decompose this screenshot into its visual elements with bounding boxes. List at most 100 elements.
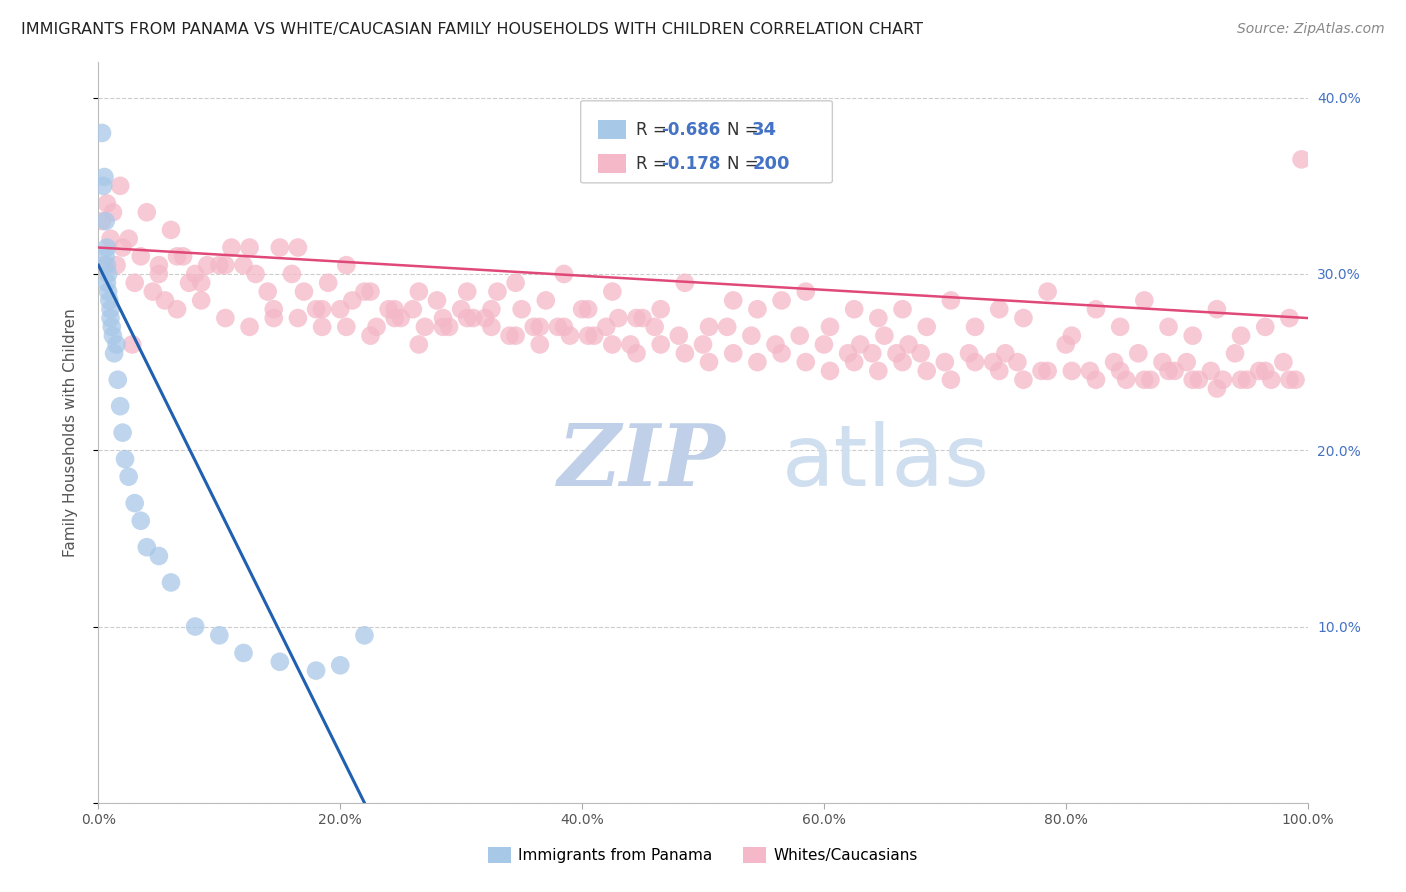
- Point: [263, 302, 285, 317]
- Point: [103, 346, 125, 360]
- Point: [1157, 319, 1180, 334]
- Point: [547, 319, 569, 334]
- Point: [1036, 364, 1059, 378]
- Point: [360, 328, 382, 343]
- Point: [98, 293, 121, 308]
- Point: [505, 276, 527, 290]
- Text: -0.178: -0.178: [661, 154, 720, 173]
- Point: [716, 319, 738, 334]
- Legend: Immigrants from Panama, Whites/Caucasians: Immigrants from Panama, Whites/Caucasian…: [482, 841, 924, 869]
- Point: [1139, 373, 1161, 387]
- Point: [184, 619, 207, 633]
- Point: [631, 311, 654, 326]
- Point: [965, 355, 987, 369]
- Point: [965, 319, 987, 334]
- Point: [114, 452, 136, 467]
- Point: [360, 285, 382, 299]
- Point: [981, 355, 1004, 369]
- Point: [108, 399, 131, 413]
- Point: [208, 628, 231, 642]
- Point: [245, 267, 267, 281]
- Point: [939, 373, 962, 387]
- Point: [994, 346, 1017, 360]
- Point: [723, 293, 745, 308]
- Point: [179, 276, 201, 290]
- Point: [868, 364, 890, 378]
- Point: [558, 328, 581, 343]
- Text: R =: R =: [636, 120, 672, 139]
- Point: [897, 337, 920, 351]
- Point: [190, 293, 212, 308]
- Point: [644, 319, 666, 334]
- Point: [91, 178, 114, 193]
- Point: [770, 346, 793, 360]
- Point: [747, 355, 769, 369]
- Point: [891, 302, 914, 317]
- Point: [1249, 364, 1271, 378]
- Point: [534, 293, 557, 308]
- Point: [498, 328, 520, 343]
- Point: [673, 276, 696, 290]
- Point: [160, 575, 183, 590]
- Point: [486, 285, 509, 299]
- Point: [148, 258, 170, 272]
- Point: [1199, 364, 1222, 378]
- Point: [148, 549, 170, 563]
- Point: [794, 285, 817, 299]
- Point: [402, 302, 425, 317]
- Point: [1060, 328, 1083, 343]
- Point: [1012, 373, 1035, 387]
- Point: [269, 655, 291, 669]
- Point: [256, 285, 278, 299]
- Point: [886, 346, 908, 360]
- Point: [108, 178, 131, 193]
- Point: [195, 258, 218, 272]
- Point: [96, 276, 118, 290]
- Point: [1291, 153, 1313, 167]
- Point: [100, 319, 122, 334]
- Point: [1133, 373, 1156, 387]
- Point: [813, 337, 835, 351]
- Point: [1260, 373, 1282, 387]
- Point: [1206, 382, 1229, 396]
- Point: [1102, 355, 1125, 369]
- Point: [105, 258, 128, 272]
- Text: 34: 34: [752, 120, 778, 139]
- Point: [366, 319, 388, 334]
- Point: [939, 293, 962, 308]
- Point: [153, 293, 176, 308]
- Point: [335, 319, 357, 334]
- Point: [1188, 373, 1211, 387]
- Point: [281, 267, 304, 281]
- Point: [747, 302, 769, 317]
- Point: [408, 285, 430, 299]
- Point: [844, 355, 866, 369]
- Point: [124, 276, 146, 290]
- Point: [650, 302, 672, 317]
- Point: [101, 205, 124, 219]
- Point: [860, 346, 883, 360]
- Point: [190, 276, 212, 290]
- Point: [510, 302, 533, 317]
- Point: [93, 258, 115, 272]
- Point: [1230, 328, 1253, 343]
- Point: [408, 337, 430, 351]
- Point: [619, 337, 641, 351]
- Point: [523, 319, 546, 334]
- Point: [118, 232, 141, 246]
- Point: [1152, 355, 1174, 369]
- Point: [142, 285, 165, 299]
- Point: [426, 293, 449, 308]
- Point: [91, 214, 114, 228]
- Point: [1085, 373, 1108, 387]
- Point: [166, 302, 188, 317]
- Point: [1212, 373, 1234, 387]
- Point: [1115, 373, 1137, 387]
- Text: R =: R =: [636, 154, 676, 173]
- Point: [129, 249, 152, 263]
- Point: [794, 355, 817, 369]
- Point: [1128, 346, 1150, 360]
- Point: [342, 293, 364, 308]
- Point: [481, 302, 503, 317]
- Point: [1278, 311, 1301, 326]
